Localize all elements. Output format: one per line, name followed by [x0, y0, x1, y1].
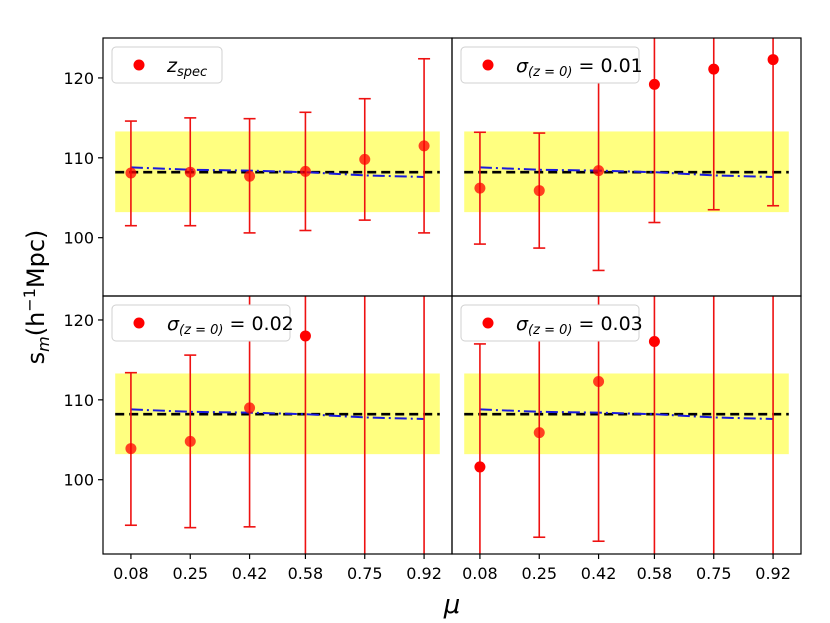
x-tick-label: 0.58 — [637, 564, 673, 583]
legend-subscript: (z = 0) — [528, 323, 572, 338]
data-point — [593, 375, 605, 387]
legend: zspec — [111, 46, 223, 84]
x-tick-label: 0.25 — [521, 564, 557, 583]
x-tick-label: 0.92 — [755, 564, 791, 583]
data-point — [648, 78, 660, 90]
data-point — [533, 427, 545, 439]
legend-symbol: z — [166, 55, 178, 77]
panel-top-left: zspec 100 110 120 — [63, 37, 453, 297]
model-line — [130, 166, 425, 178]
model-line — [130, 408, 425, 421]
legend-box — [111, 304, 291, 342]
x-tick-label: 0.92 — [406, 564, 442, 583]
x-tick-label: 0.42 — [581, 564, 617, 583]
y-axis-label-rest: Mpc) — [22, 230, 50, 289]
model-line — [479, 408, 774, 421]
x-tick-label: 0.25 — [172, 564, 208, 583]
data-point — [299, 165, 311, 177]
legend-value: = 0.01 — [572, 55, 642, 77]
data-point — [474, 182, 486, 194]
data-point — [767, 54, 779, 66]
data-point — [125, 443, 137, 455]
legend-symbol: σ — [516, 313, 529, 335]
panel-plot-top-left — [115, 57, 440, 234]
data-point — [418, 140, 430, 152]
legend-label: σ(z = 0) = 0.01 — [516, 55, 643, 80]
data-point — [244, 170, 256, 182]
y-axis-label-sub: m — [34, 336, 53, 352]
legend-value: = 0.02 — [223, 313, 293, 335]
legend-symbol: σ — [516, 55, 529, 77]
data-point — [244, 402, 256, 414]
legend: σ(z = 0) = 0.02 — [111, 304, 294, 342]
data-point — [125, 167, 137, 179]
y-axis-label-paren: (h — [22, 312, 50, 337]
x-tick-label: 0.42 — [232, 564, 268, 583]
x-tick-label: 0.58 — [288, 564, 324, 583]
panel-top-right: σ(z = 0) = 0.01 — [451, 37, 802, 297]
data-point — [184, 435, 196, 447]
panel-frame — [451, 295, 802, 555]
y-axis-label-sup: −1 — [20, 288, 39, 312]
x-tick-label: 0.08 — [113, 564, 149, 583]
x-tick-label: 0.75 — [347, 564, 383, 583]
legend-box — [111, 46, 223, 84]
panel-plot-bottom-left — [115, 296, 440, 554]
legend-marker — [133, 59, 145, 71]
panel-bottom-right: σ(z = 0) = 0.03 0.08 0.25 0.42 0.58 0.75 0.92 — [451, 295, 802, 583]
data-point — [593, 165, 605, 177]
legend: σ(z = 0) = 0.01 — [460, 46, 643, 84]
x-axis-label: μ — [443, 590, 461, 620]
y-tick-label: 120 — [63, 311, 94, 330]
legend-marker — [482, 317, 494, 329]
data-point — [648, 336, 660, 348]
y-axis-label: sm(h−1Mpc) — [20, 230, 53, 365]
x-tick-label: 0.75 — [696, 564, 732, 583]
legend-label: σ(z = 0) = 0.02 — [167, 313, 294, 338]
y-axis-label-main: s — [22, 352, 50, 365]
legend-value: = 0.03 — [572, 313, 642, 335]
legend-subscript: (z = 0) — [528, 65, 572, 80]
legend-symbol: σ — [167, 313, 180, 335]
data-point — [299, 330, 311, 342]
legend-subscript: (z = 0) — [179, 323, 223, 338]
legend-marker — [133, 317, 145, 329]
data-point — [533, 185, 545, 197]
y-tick-label: 120 — [63, 69, 94, 88]
y-tick-label: 110 — [63, 149, 94, 168]
model-line — [479, 166, 774, 178]
panel-bottom-left: σ(z = 0) = 0.02 100 110 120 0.08 0.25 0.42 0.58… — [63, 295, 453, 583]
y-tick-label: 110 — [63, 391, 94, 410]
legend-marker — [482, 59, 494, 71]
legend-box — [460, 46, 640, 84]
data-point — [359, 153, 371, 165]
legend-subscript: spec — [177, 65, 207, 80]
data-point — [184, 166, 196, 178]
data-point — [708, 63, 720, 75]
data-point — [474, 461, 486, 473]
legend-box — [460, 304, 640, 342]
panel-plot-top-right — [464, 38, 789, 272]
legend: σ(z = 0) = 0.03 — [460, 304, 643, 342]
y-tick-label: 100 — [63, 471, 94, 490]
y-tick-label: 100 — [63, 229, 94, 248]
x-tick-label: 0.08 — [462, 564, 498, 583]
legend-label: σ(z = 0) = 0.03 — [516, 313, 643, 338]
panel-plot-bottom-right — [464, 296, 789, 554]
legend-label: zspec — [166, 55, 207, 80]
